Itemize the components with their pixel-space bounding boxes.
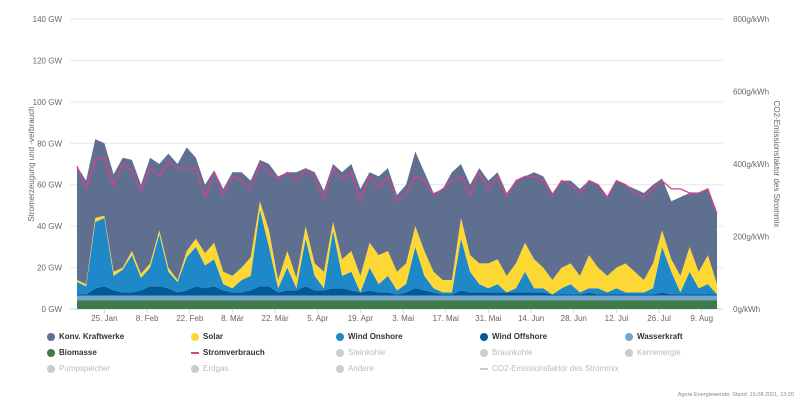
dot-marker-icon xyxy=(47,364,55,373)
legend-label: Wind Onshore xyxy=(348,332,403,341)
y-tick-label: 0 GW xyxy=(42,305,63,314)
source-footer: Agora Energiewende; Stand: 15.08.2021, 1… xyxy=(677,392,794,398)
area-wasserkraft xyxy=(77,295,717,301)
legend-label: Kernenergie xyxy=(637,348,681,357)
y-tick-label: 20 GW xyxy=(37,264,62,273)
legend-label: Steinkohle xyxy=(348,348,386,357)
legend-label: Solar xyxy=(203,332,224,341)
legend-label: Wind Offshore xyxy=(492,332,548,341)
line-stromverbrauch xyxy=(76,157,718,214)
dot-marker-icon xyxy=(480,332,488,341)
dot-marker-icon xyxy=(625,348,633,357)
y-tick-label: 100 GW xyxy=(33,98,63,107)
line-series xyxy=(76,157,718,214)
x-tick-label: 12. Jul xyxy=(605,314,629,323)
legend-label: Andere xyxy=(348,364,374,373)
legend-item-erdgas[interactable]: Erdgas xyxy=(191,364,228,373)
y-tick-label: 80 GW xyxy=(37,139,62,148)
legend-label: CO2-Emissionsfaktor des Strommix xyxy=(492,364,619,373)
x-tick-label: 26. Jul xyxy=(647,314,671,323)
legend-label: Wasserkraft xyxy=(637,332,683,341)
x-tick-label: 9. Aug xyxy=(690,314,713,323)
y-axis-title: Stromerzeugung und -verbrauch xyxy=(27,106,36,221)
x-tick-label: 8. Feb xyxy=(136,314,159,323)
legend-item-kernenergie[interactable]: Kernenergie xyxy=(625,348,681,357)
y-right-tick-label: 0g/kWh xyxy=(733,305,760,314)
dot-marker-icon xyxy=(336,332,344,341)
legend-item-pumpspeicher[interactable]: Pumpspeicher xyxy=(47,364,110,373)
legend-item-steinkohle[interactable]: Steinkohle xyxy=(336,348,385,357)
area-wind-offshore xyxy=(77,286,717,296)
x-tick-label: 31. Mai xyxy=(475,314,501,323)
y-right-tick-label: 800g/kWh xyxy=(733,15,769,24)
x-tick-label: 17. Mai xyxy=(433,314,459,323)
x-tick-label: 14. Jun xyxy=(518,314,544,323)
legend-item-konv-kraftwerke[interactable]: Konv. Kraftwerke xyxy=(47,332,124,341)
y-tick-label: 140 GW xyxy=(33,15,63,24)
y-axis-left: 0 GW 20 GW 40 GW 60 GW 80 GW 100 GW 120 GW 140 … xyxy=(33,15,63,314)
legend-label: Pumpspeicher xyxy=(59,364,111,373)
legend-item-braunkohle[interactable]: Braunkohle xyxy=(480,348,532,357)
dot-marker-icon xyxy=(336,348,344,357)
legend-item-biomasse[interactable]: Biomasse xyxy=(47,348,97,357)
x-tick-label: 25. Jan xyxy=(91,314,117,323)
line-marker-icon xyxy=(480,367,488,370)
area-solar xyxy=(77,201,717,295)
x-tick-label: 28. Jun xyxy=(561,314,587,323)
x-tick-label: 19. Apr xyxy=(348,314,374,323)
x-axis: 25. Jan 8. Feb 22. Feb 8. Mär 22. Mär 5. Apr 1… xyxy=(91,309,713,323)
dot-marker-icon xyxy=(47,332,55,341)
legend-item-co2-emissionsfaktor-des-strommix[interactable]: CO2-Emissionsfaktor des Strommix xyxy=(480,364,619,373)
x-tick-label: 3. Mai xyxy=(392,314,414,323)
y-right-tick-label: 600g/kWh xyxy=(733,88,769,97)
legend-item-wind-offshore[interactable]: Wind Offshore xyxy=(480,332,547,341)
x-tick-label: 5. Apr xyxy=(307,314,328,323)
legend-item-stromverbrauch[interactable]: Stromverbrauch xyxy=(191,348,265,357)
y-axis-right-title: CO2-Emissionsfaktor des Strommix xyxy=(772,101,781,228)
x-tick-label: 22. Feb xyxy=(176,314,204,323)
area-wind-onshore xyxy=(77,209,717,295)
legend-label: Konv. Kraftwerke xyxy=(59,332,125,341)
line-marker-icon xyxy=(191,351,199,354)
legend-item-wasserkraft[interactable]: Wasserkraft xyxy=(625,332,683,341)
dot-marker-icon xyxy=(191,332,199,341)
y-right-tick-label: 400g/kWh xyxy=(733,160,769,169)
legend-item-solar[interactable]: Solar xyxy=(191,332,223,341)
legend-label: Braunkohle xyxy=(492,348,533,357)
dot-marker-icon xyxy=(625,332,633,341)
y-tick-label: 120 GW xyxy=(33,56,63,65)
legend-item-andere[interactable]: Andere xyxy=(336,364,374,373)
legend-item-wind-onshore[interactable]: Wind Onshore xyxy=(336,332,403,341)
dot-marker-icon xyxy=(191,364,199,373)
y-tick-label: 60 GW xyxy=(37,181,62,190)
area-series xyxy=(77,139,717,309)
dot-marker-icon xyxy=(480,348,488,357)
stacked-area-chart: 0 GW 20 GW 40 GW 60 GW 80 GW 100 GW 120 GW 140 … xyxy=(27,15,781,323)
y-axis-right: 0g/kWh 200g/kWh 400g/kWh 600g/kWh 800g/kWh xyxy=(733,15,769,314)
area-biomasse xyxy=(77,300,717,309)
area-konv-kraftwerke xyxy=(77,139,717,285)
dot-marker-icon xyxy=(47,348,55,357)
x-tick-label: 22. Mär xyxy=(262,314,289,323)
y-right-tick-label: 200g/kWh xyxy=(733,233,769,242)
y-tick-label: 40 GW xyxy=(37,222,62,231)
legend-label: Erdgas xyxy=(203,364,229,373)
dot-marker-icon xyxy=(336,364,344,373)
x-tick-label: 8. Mär xyxy=(221,314,244,323)
legend-label: Stromverbrauch xyxy=(203,348,265,357)
legend-label: Biomasse xyxy=(59,348,97,357)
